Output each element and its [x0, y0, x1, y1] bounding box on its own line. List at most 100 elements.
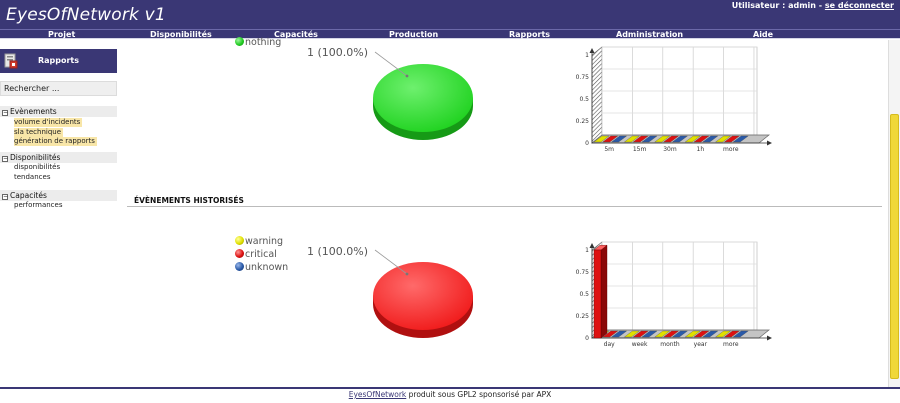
report-icon: [4, 53, 18, 69]
section-label: Disponibilités: [10, 153, 61, 162]
floor-strip: [693, 330, 710, 338]
menu-item-capacites[interactable]: Capacités: [274, 30, 318, 39]
y-tick-label: 0.75: [576, 74, 590, 81]
sidebar-item-sla-technique[interactable]: sla technique: [14, 127, 64, 137]
floor-strip: [684, 135, 701, 143]
x-tick-label: more: [723, 146, 739, 153]
main-menu-bar: Projet Disponibilités Capacités Producti…: [0, 29, 900, 39]
legend-item-warning: warning: [235, 236, 283, 247]
menu-item-administration[interactable]: Administration: [616, 30, 684, 39]
x-tick-label: day: [604, 341, 615, 348]
floor-strip: [663, 135, 680, 143]
floor-strip: [632, 135, 649, 143]
sidebar-section-capacites: − Capacités performances: [0, 190, 117, 211]
section-label: Evènements: [10, 107, 57, 116]
y-tick-label: 0.5: [579, 291, 589, 298]
floor-strip: [654, 135, 671, 143]
x-tick-label: 5m: [604, 146, 614, 153]
user-separator: -: [815, 1, 825, 10]
sidebar-item-generation-rapports[interactable]: génération de rapports: [14, 137, 97, 146]
x-tick-label: year: [694, 341, 708, 348]
floor-strip: [654, 330, 671, 338]
legend-item-nothing: nothing: [235, 37, 281, 48]
section-title-evenements-historises: ÉVÈNEMENTS HISTORISÉS: [134, 196, 244, 205]
user-prefix: Utilisateur :: [731, 1, 789, 10]
footer-brand-link[interactable]: EyesOfNetwork: [348, 390, 407, 399]
x-axis-arrow: [767, 140, 772, 146]
scrollbar-thumb[interactable]: [890, 114, 899, 379]
floor-strip: [593, 135, 610, 143]
user-bar: Utilisateur : admin - se déconnecter: [732, 1, 894, 10]
sidebar-item-volume-incidents[interactable]: volume d'incidents: [14, 118, 83, 127]
floor-strip: [611, 330, 628, 338]
floor-strip: [684, 330, 701, 338]
menu-item-disponibilites[interactable]: Disponibilités: [150, 30, 212, 39]
chart-left-wall: [591, 46, 603, 144]
collapse-icon[interactable]: −: [2, 193, 9, 200]
pie-chart-top: [373, 51, 473, 140]
floor-strip: [671, 330, 688, 338]
section-divider: [127, 206, 882, 207]
floor-strip: [623, 330, 640, 338]
x-tick-label: 30m: [663, 146, 677, 153]
x-tick-label: week: [632, 341, 648, 348]
pie-label-dot: [405, 272, 409, 276]
sidebar: Rapports −Evènements volume d'incidents …: [0, 42, 122, 387]
sidebar-section-evenements: − Evènements volume d'incidents sla techn…: [0, 106, 117, 146]
pie-data-label: 1 (100.0%): [307, 245, 369, 258]
legend-label: nothing: [245, 37, 282, 48]
pie-label-dot: [405, 74, 409, 78]
user-name: admin: [788, 1, 816, 10]
y-axis-arrow: [589, 243, 595, 248]
y-tick-label: 0: [585, 140, 589, 147]
x-tick-label: month: [660, 341, 680, 348]
bar-critical: [593, 249, 602, 339]
section-header-evenements[interactable]: − Evènements: [0, 106, 117, 117]
legend-label: unknown: [245, 262, 289, 273]
floor-strip: [693, 135, 710, 143]
floor-strip: [671, 135, 688, 143]
app-title[interactable]: EyesOfNetwork v1: [6, 5, 166, 25]
green-dot-icon: [235, 37, 244, 46]
section-header-capacites[interactable]: − Capacités: [0, 190, 117, 201]
floor-strip: [623, 135, 640, 143]
collapse-icon[interactable]: −: [2, 109, 9, 116]
collapse-icon[interactable]: −: [2, 155, 9, 162]
bar-side: [600, 244, 608, 339]
floor-strip: [702, 330, 719, 338]
footer: EyesOfNetwork produit sous GPL2 sponsori…: [0, 387, 900, 403]
sidebar-item-tendances[interactable]: tendances: [14, 172, 51, 181]
floor-strip: [611, 135, 628, 143]
y-tick-label: 0.75: [576, 269, 590, 276]
pie-slice-nothing: [373, 64, 473, 132]
menu-item-projet[interactable]: Projet: [48, 30, 76, 39]
section-header-disponibilites[interactable]: − Disponibilités: [0, 152, 117, 163]
red-dot-icon: [235, 249, 244, 258]
menu-item-production[interactable]: Production: [389, 30, 439, 39]
report-content: nothing 1 (100.0%) 0 0.25 0.5 0.75 1 5m 15m 30m…: [127, 37, 887, 387]
bar-chart-bottom: 0 0.25 0.5 0.75 1 day week month year more: [576, 241, 772, 348]
footer-text: produit sous GPL2 sponsorisé par APX: [406, 390, 552, 399]
floor-strip: [663, 330, 680, 338]
search-input[interactable]: [0, 81, 117, 96]
floor-strip: [732, 135, 749, 143]
x-axis-arrow: [767, 335, 772, 341]
pie-data-label: 1 (100.0%): [307, 46, 369, 59]
floor-strip: [602, 135, 619, 143]
legend-item-critical: critical: [235, 249, 277, 260]
floor-strip: [602, 330, 619, 338]
pie-label-connector: [374, 51, 408, 77]
x-tick-label: more: [723, 341, 739, 348]
y-tick-label: 0.25: [576, 118, 590, 125]
menu-item-rapports[interactable]: Rapports: [509, 30, 551, 39]
blue-dot-icon: [235, 262, 244, 271]
floor-strip: [641, 330, 658, 338]
sidebar-item-performances[interactable]: performances: [14, 201, 63, 209]
logout-link[interactable]: se déconnecter: [824, 1, 894, 10]
x-tick-label: 1h: [697, 146, 705, 153]
sidebar-item-disponibilites[interactable]: disponibilités: [14, 163, 61, 171]
legend-label: critical: [245, 249, 277, 260]
vertical-scrollbar[interactable]: [888, 40, 900, 387]
menu-item-aide[interactable]: Aide: [753, 30, 774, 39]
y-tick-label: 0: [585, 335, 589, 342]
